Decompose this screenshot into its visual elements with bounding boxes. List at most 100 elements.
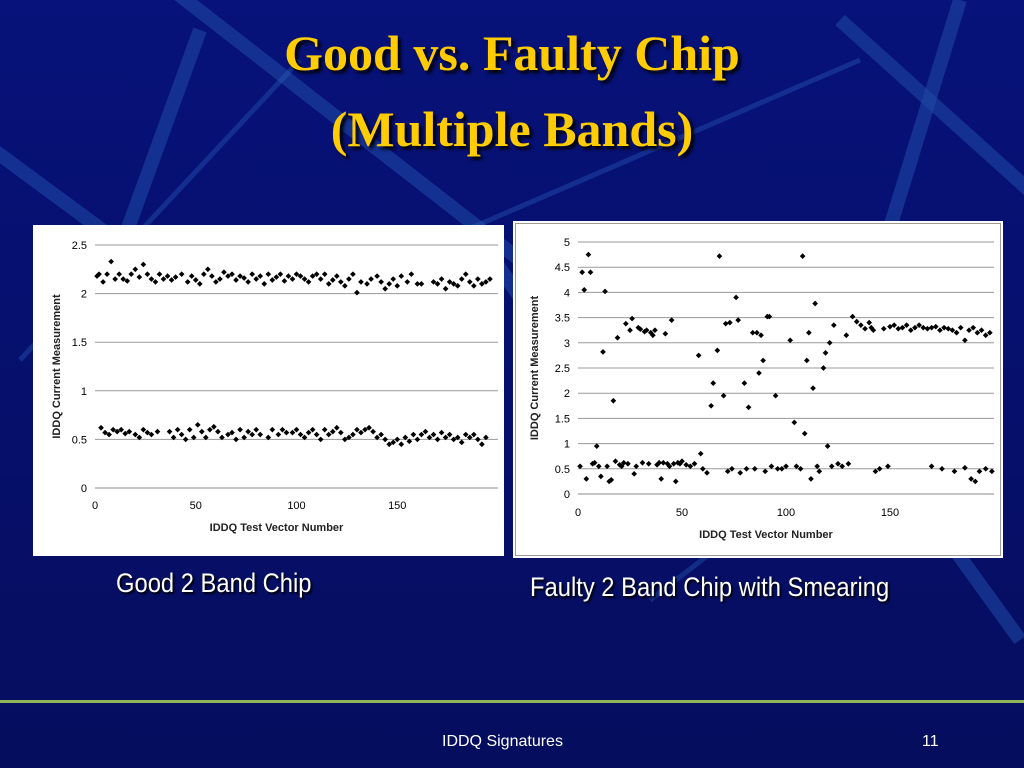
data-point bbox=[269, 426, 276, 433]
data-point bbox=[410, 431, 417, 438]
data-point bbox=[257, 431, 264, 438]
data-point bbox=[325, 431, 332, 438]
data-point bbox=[404, 279, 411, 285]
data-point bbox=[249, 431, 255, 438]
data-point bbox=[132, 266, 139, 273]
data-point bbox=[136, 434, 143, 441]
data-point bbox=[309, 426, 316, 433]
data-point bbox=[382, 285, 388, 292]
data-point bbox=[325, 281, 332, 287]
data-point bbox=[188, 273, 195, 279]
data-point bbox=[275, 431, 282, 438]
data-point bbox=[716, 253, 723, 259]
data-point bbox=[643, 327, 650, 334]
data-point bbox=[891, 322, 897, 328]
data-point bbox=[756, 370, 762, 376]
data-point bbox=[600, 349, 606, 355]
x-tick-label: 50 bbox=[676, 507, 688, 519]
data-point bbox=[358, 279, 364, 285]
data-point bbox=[354, 289, 360, 296]
data-point bbox=[184, 279, 191, 285]
data-point bbox=[122, 430, 129, 437]
data-point bbox=[205, 266, 211, 273]
data-point bbox=[342, 282, 348, 289]
data-point bbox=[828, 463, 835, 470]
data-point bbox=[595, 463, 602, 470]
data-point bbox=[708, 402, 714, 409]
data-point bbox=[154, 428, 161, 435]
y-tick-label: 2 bbox=[81, 289, 87, 301]
data-point bbox=[144, 429, 151, 436]
data-point bbox=[450, 436, 457, 443]
data-point bbox=[808, 476, 814, 482]
y-tick-label: 5 bbox=[564, 237, 570, 249]
x-tick-label: 0 bbox=[575, 507, 581, 519]
data-point bbox=[98, 424, 104, 431]
data-point bbox=[148, 276, 155, 282]
data-point bbox=[126, 428, 133, 435]
data-point bbox=[305, 279, 312, 285]
data-point bbox=[301, 276, 308, 282]
data-point bbox=[265, 271, 272, 277]
data-point bbox=[202, 434, 209, 441]
data-point bbox=[650, 332, 656, 339]
data-point bbox=[741, 380, 748, 386]
data-point bbox=[321, 426, 328, 433]
data-point bbox=[660, 459, 667, 466]
data-point bbox=[470, 431, 477, 438]
data-point bbox=[880, 325, 887, 332]
data-point bbox=[350, 431, 356, 438]
data-point bbox=[735, 317, 741, 323]
x-axis-title: IDDQ Test Vector Number bbox=[210, 522, 344, 534]
data-point bbox=[329, 277, 336, 283]
data-point bbox=[470, 282, 477, 289]
y-tick-label: 3 bbox=[564, 338, 570, 350]
data-point bbox=[398, 273, 405, 279]
slide-title-line2: (Multiple Bands) bbox=[330, 101, 694, 157]
faulty-chip-chart-panel: 0 0.5 1 1.5 2 2.5 3 3.5 4 4.5 5 0 50 100 150 IDDQ Test … bbox=[515, 223, 1001, 556]
data-point bbox=[374, 273, 380, 279]
data-point bbox=[438, 276, 445, 282]
data-point bbox=[366, 424, 372, 431]
data-point bbox=[144, 271, 151, 277]
data-point bbox=[338, 279, 344, 285]
data-point bbox=[928, 463, 935, 470]
data-point bbox=[148, 431, 155, 438]
data-point bbox=[418, 431, 425, 438]
data-point bbox=[587, 269, 594, 276]
data-point bbox=[853, 318, 860, 325]
data-point bbox=[849, 313, 856, 320]
data-point bbox=[289, 276, 296, 282]
x-axis-title: IDDQ Test Vector Number bbox=[699, 529, 833, 541]
y-tick-label: 1.5 bbox=[555, 413, 570, 425]
data-point bbox=[970, 324, 977, 331]
data-point bbox=[720, 392, 727, 399]
data-point bbox=[953, 329, 960, 336]
data-point bbox=[194, 421, 201, 428]
data-point bbox=[164, 273, 171, 279]
data-point bbox=[803, 357, 810, 364]
page-number: 11 bbox=[922, 733, 939, 750]
data-point bbox=[862, 325, 868, 332]
data-point bbox=[382, 436, 388, 443]
data-point bbox=[237, 426, 243, 433]
data-point bbox=[140, 261, 147, 268]
data-point bbox=[976, 468, 983, 475]
data-point bbox=[799, 253, 806, 259]
data-point bbox=[722, 320, 729, 327]
data-point bbox=[253, 426, 260, 433]
caption-good-chip: Good 2 Band Chip bbox=[116, 568, 312, 598]
data-point bbox=[104, 271, 110, 277]
data-point bbox=[257, 273, 264, 279]
data-point bbox=[172, 274, 179, 280]
data-point bbox=[966, 327, 972, 334]
data-point bbox=[672, 478, 679, 485]
data-point bbox=[458, 276, 465, 282]
y-tick-label: 0.5 bbox=[72, 434, 87, 446]
data-point bbox=[772, 392, 779, 399]
data-point bbox=[192, 277, 199, 283]
data-point bbox=[727, 319, 733, 326]
data-point bbox=[362, 426, 368, 433]
data-point bbox=[269, 277, 276, 283]
data-point bbox=[346, 276, 352, 282]
